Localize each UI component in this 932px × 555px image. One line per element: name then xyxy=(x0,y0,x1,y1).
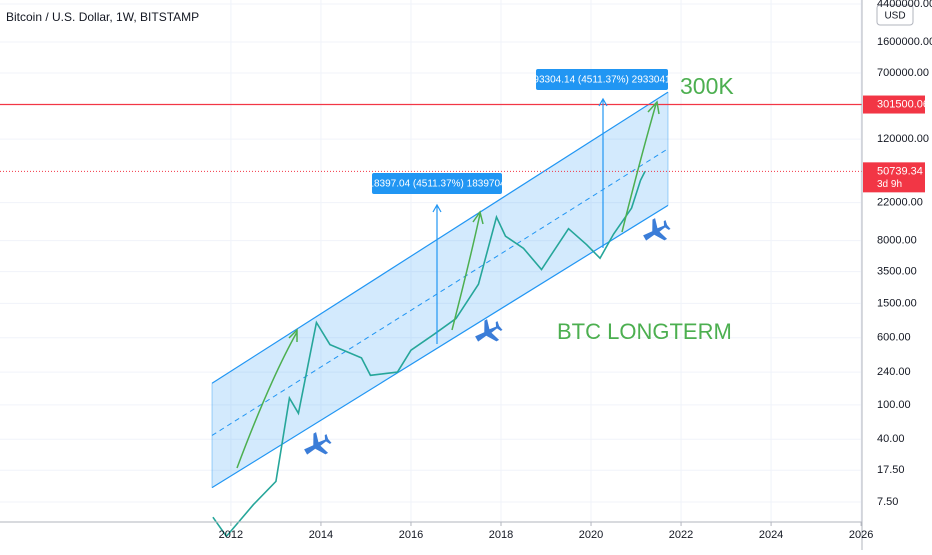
measure-label: 18397.04 (4511.37%) 1839704 xyxy=(368,179,506,190)
x-tick-label: 2012 xyxy=(219,529,243,541)
y-tick-label: 600.00 xyxy=(877,332,911,344)
note-text: BTC LONGTERM xyxy=(557,319,732,344)
x-tick-label: 2026 xyxy=(849,529,873,541)
measure-label: 293304.14 (4511.37%) 29330414 xyxy=(528,75,677,86)
x-tick-label: 2014 xyxy=(309,529,333,541)
channel-upper xyxy=(211,91,669,384)
price-tag-label: 50739.34 xyxy=(877,165,923,177)
y-tick-label: 700000.00 xyxy=(877,67,929,79)
y-tick-label: 40.00 xyxy=(877,433,905,445)
x-tick-label: 2016 xyxy=(399,529,423,541)
measure-box xyxy=(536,69,668,90)
y-tick-label: 4400000.00 xyxy=(877,0,932,10)
y-tick-label: 8000.00 xyxy=(877,235,917,247)
price-tag xyxy=(863,95,925,114)
arrow xyxy=(432,203,442,344)
y-tick-label: 1600000.00 xyxy=(877,36,932,48)
arrow xyxy=(621,100,660,233)
y-tick-label: 7.50 xyxy=(877,496,898,508)
price-line xyxy=(212,170,646,538)
y-tick-label: 3500.00 xyxy=(877,266,917,278)
price-tag-label: 301500.06 xyxy=(877,98,929,110)
x-tick-label: 2020 xyxy=(579,529,603,541)
y-tick-label: 22000.00 xyxy=(877,197,923,209)
measure-box xyxy=(372,173,502,194)
currency-label: USD xyxy=(884,11,905,22)
channel-fill xyxy=(212,92,668,488)
x-tick-label: 2018 xyxy=(489,529,513,541)
trend-arrows xyxy=(236,100,660,469)
channel-lower xyxy=(211,204,669,489)
x-tick-label: 2024 xyxy=(759,529,783,541)
y-tick-label: 100.00 xyxy=(877,399,911,411)
y-tick-label: 1500.00 xyxy=(877,297,917,309)
price-tag xyxy=(863,162,925,193)
countdown-label: 3d 9h xyxy=(877,179,902,190)
measure-arrows xyxy=(432,97,608,344)
arrow xyxy=(451,210,484,331)
target-text: 300K xyxy=(680,73,734,99)
y-tick-label: 120000.00 xyxy=(877,133,929,145)
x-tick-label: 2022 xyxy=(669,529,693,541)
currency-badge[interactable] xyxy=(876,4,914,26)
y-tick-label: 17.50 xyxy=(877,464,905,476)
y-tick-label: 240.00 xyxy=(877,366,911,378)
chart-title: Bitcoin / U.S. Dollar, 1W, BITSTAMP xyxy=(6,10,199,24)
price-axis-panel xyxy=(862,0,932,550)
arrow xyxy=(598,97,608,248)
arrow xyxy=(236,328,298,469)
